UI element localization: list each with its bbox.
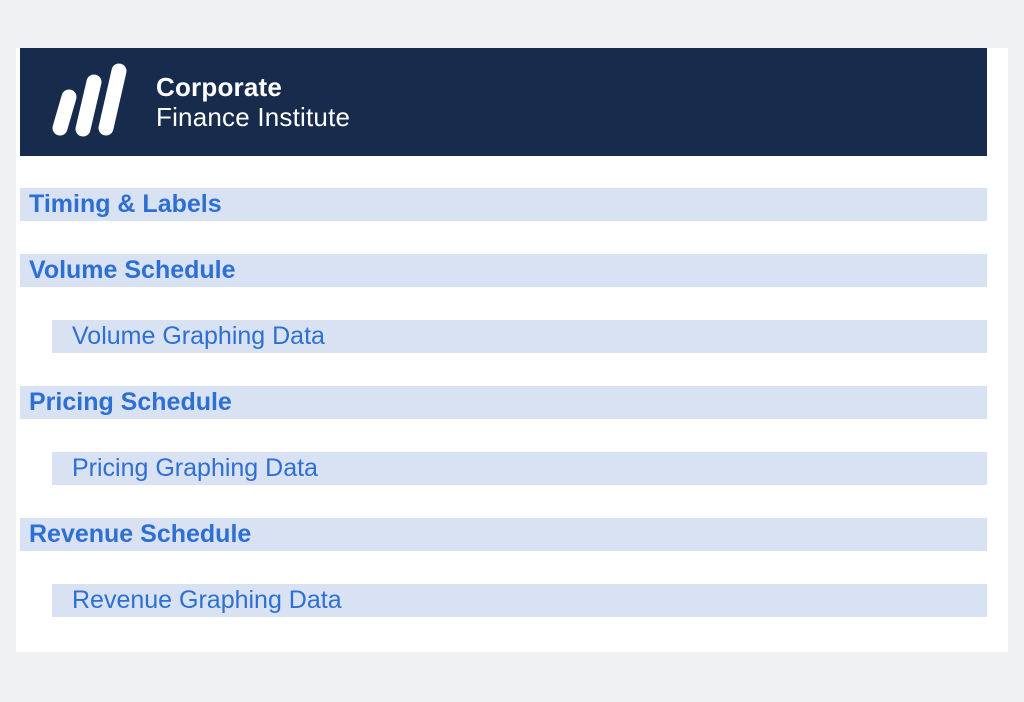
row-volume-graphing-data-text: Volume Graphing Data — [72, 322, 325, 350]
cfi-triple-slash-logo-icon — [52, 63, 127, 137]
row-revenue-schedule-text: Revenue Schedule — [29, 520, 252, 548]
row-revenue-schedule[interactable]: Revenue Schedule — [20, 518, 987, 551]
content-panel: Corporate Finance Institute Timing & Lab… — [16, 48, 1008, 652]
row-timing-labels[interactable]: Timing & Labels — [20, 188, 987, 221]
row-revenue-graphing-data[interactable]: Revenue Graphing Data — [52, 584, 987, 617]
brand-header: Corporate Finance Institute — [20, 48, 987, 156]
row-volume-graphing-data[interactable]: Volume Graphing Data — [52, 320, 987, 353]
row-pricing-graphing-data[interactable]: Pricing Graphing Data — [52, 452, 987, 485]
brand-wordmark: Corporate Finance Institute — [156, 72, 350, 132]
row-timing-labels-text: Timing & Labels — [29, 190, 222, 218]
row-pricing-graphing-data-text: Pricing Graphing Data — [72, 454, 318, 482]
row-revenue-graphing-data-text: Revenue Graphing Data — [72, 586, 342, 614]
brand-name-line1: Corporate — [156, 72, 283, 102]
row-pricing-schedule[interactable]: Pricing Schedule — [20, 386, 987, 419]
brand-name-line2: Finance Institute — [156, 102, 351, 132]
row-volume-schedule[interactable]: Volume Schedule — [20, 254, 987, 287]
row-pricing-schedule-text: Pricing Schedule — [29, 388, 232, 416]
row-volume-schedule-text: Volume Schedule — [29, 256, 236, 284]
